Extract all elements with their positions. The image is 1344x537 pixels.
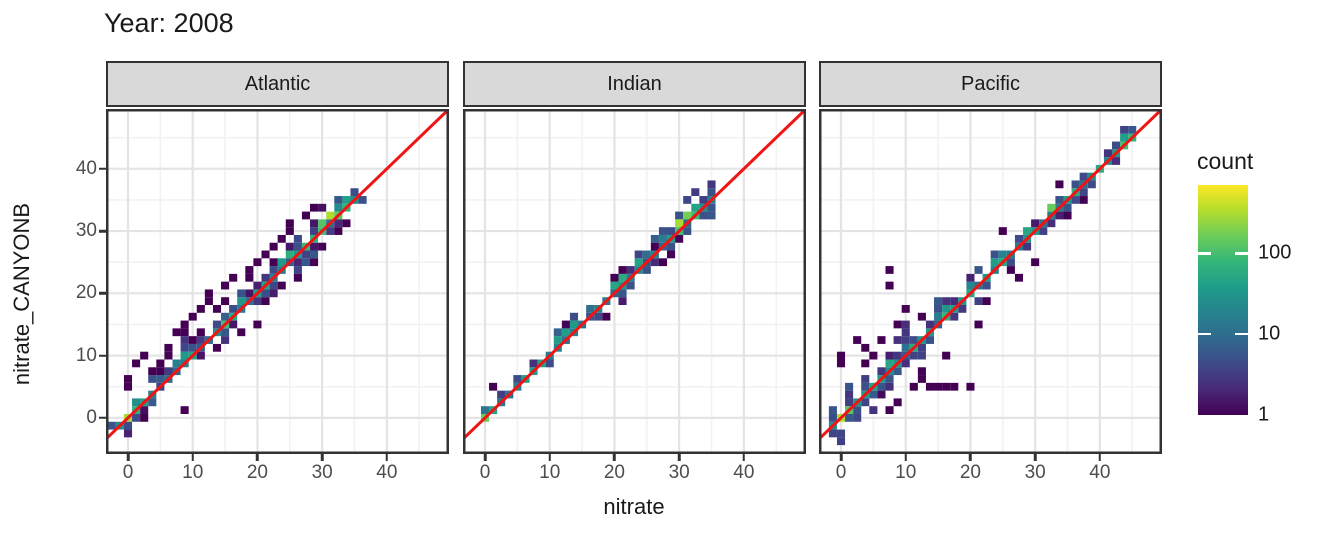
legend-tick-label: 10 — [1258, 322, 1281, 345]
y-axis-tick — [99, 167, 106, 171]
x-axis-tick — [320, 454, 324, 461]
x-axis-tick-label: 40 — [1089, 462, 1111, 483]
y-axis-tick-label: 0 — [86, 406, 97, 428]
x-axis-tick — [1033, 454, 1037, 461]
legend-colorbar-tick — [1198, 252, 1211, 255]
facet-strip-indian: Indian — [463, 61, 806, 107]
x-axis-tick-label: 30 — [668, 462, 690, 483]
legend-tick-label: 100 — [1258, 241, 1292, 264]
y-axis-title: nitrate_CANYONB — [9, 202, 34, 386]
y-axis-tick — [99, 416, 106, 420]
legend-colorbar-tick — [1235, 252, 1248, 255]
x-axis-tick — [677, 454, 681, 461]
x-axis-tick — [742, 454, 746, 461]
facet-strip-pacific: Pacific — [819, 61, 1162, 107]
y-axis-tick — [99, 354, 106, 357]
legend-colorbar-tick — [1235, 332, 1248, 336]
x-axis-tick-label: 0 — [479, 462, 491, 483]
y-axis-tick-label: 30 — [75, 220, 97, 242]
panel-pacific — [819, 109, 1162, 454]
x-axis-tick-label: 10 — [539, 462, 561, 483]
legend-colorbar-tick — [1198, 332, 1211, 336]
y-axis-tick-label: 20 — [75, 282, 97, 304]
x-axis-tick-label: 10 — [182, 462, 204, 483]
x-axis-tick — [548, 454, 551, 461]
x-axis-tick — [969, 454, 972, 461]
x-axis-tick — [385, 454, 389, 461]
legend-title: count — [1197, 148, 1254, 174]
x-axis-tick-label: 40 — [733, 462, 755, 483]
y-axis-tick — [99, 229, 106, 233]
legend-tick-label: 1 — [1258, 403, 1270, 426]
x-axis-tick-label: 10 — [895, 462, 917, 483]
legend-colorbar — [1198, 185, 1248, 415]
x-axis-tick-label: 0 — [835, 462, 847, 483]
x-axis-tick-label: 30 — [1024, 462, 1046, 483]
x-axis-tick — [126, 454, 130, 461]
plot-title: Year: 2008 — [104, 8, 234, 38]
x-axis-tick-label: 20 — [603, 462, 626, 483]
panel-indian — [463, 109, 806, 454]
y-axis-tick — [99, 292, 106, 295]
x-axis-tick-label: 20 — [246, 462, 269, 483]
x-axis-tick — [839, 454, 843, 461]
x-axis-tick — [1098, 454, 1102, 461]
x-axis-tick-label: 30 — [311, 462, 333, 483]
facet-strip-atlantic: Atlantic — [106, 61, 449, 107]
x-axis-tick — [256, 454, 259, 461]
x-axis-tick — [483, 454, 487, 461]
x-axis-tick — [904, 454, 907, 461]
panel-atlantic — [106, 109, 449, 454]
x-axis-tick-label: 20 — [959, 462, 982, 483]
y-axis-tick-label: 10 — [75, 344, 97, 366]
x-axis-tick-label: 0 — [122, 462, 134, 483]
x-axis-tick — [613, 454, 616, 461]
y-axis-tick-label: 40 — [75, 157, 97, 179]
x-axis-tick — [191, 454, 194, 461]
x-axis-tick-label: 40 — [376, 462, 398, 483]
x-axis-title: nitrate — [603, 494, 665, 519]
